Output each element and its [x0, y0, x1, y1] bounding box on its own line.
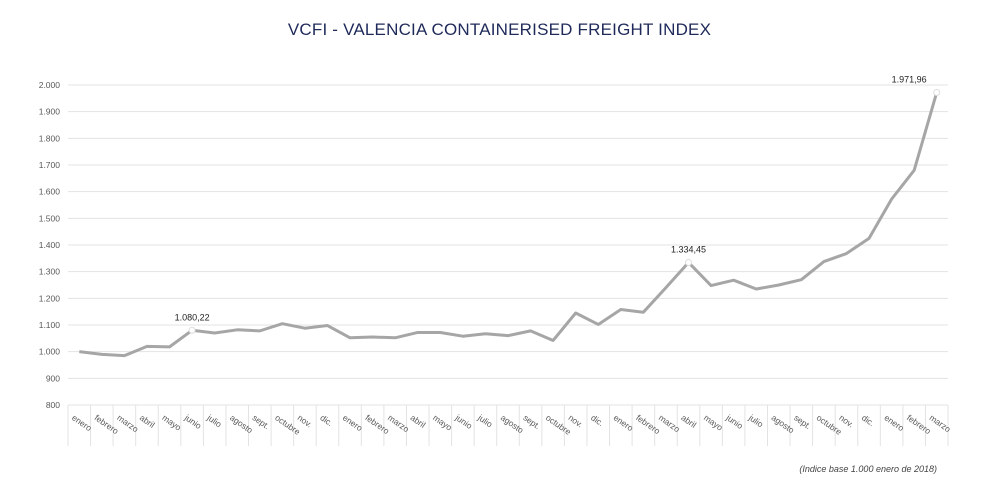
- y-tick-label: 1.400: [39, 240, 61, 250]
- x-tick-label: abril: [679, 412, 698, 429]
- x-tick-label: mayo: [431, 412, 454, 432]
- y-tick-label: 1.300: [39, 267, 61, 277]
- y-tick-label: 1.700: [39, 160, 61, 170]
- data-label: 1.080,22: [175, 312, 210, 322]
- footnote: (Indice base 1.000 enero de 2018): [799, 464, 937, 474]
- x-tick-label: junio: [182, 412, 203, 431]
- x-tick-label: dic.: [589, 412, 606, 428]
- x-tick-label: febrero: [905, 412, 933, 436]
- chart-title: VCFI - VALENCIA CONTAINERISED FREIGHT IN…: [287, 20, 712, 39]
- y-tick-label: 1.600: [39, 187, 61, 197]
- x-tick-label: abril: [409, 412, 428, 429]
- x-tick-label: mayo: [160, 412, 183, 432]
- x-tick-label: julio: [205, 412, 224, 430]
- x-tick-label: junio: [453, 412, 474, 431]
- data-label: 1.334,45: [671, 244, 706, 254]
- x-tick-label: agosto: [499, 412, 526, 435]
- x-tick-label: mayo: [702, 412, 725, 432]
- x-tick-label: marzo: [657, 412, 682, 434]
- x-tick-label: febrero: [363, 412, 391, 436]
- x-tick-label: agosto: [770, 412, 797, 435]
- y-tick-label: 800: [46, 400, 60, 410]
- x-tick-label: marzo: [928, 412, 953, 434]
- x-tick-label: abril: [138, 412, 157, 429]
- highlight-marker: [188, 326, 196, 334]
- data-label: 1.971,96: [892, 74, 927, 84]
- x-tick-label: marzo: [115, 412, 140, 434]
- y-tick-label: 1.900: [39, 107, 61, 117]
- x-tick-label: febrero: [93, 412, 121, 436]
- y-tick-label: 900: [46, 373, 60, 383]
- highlight-marker: [933, 88, 941, 96]
- y-tick-label: 1.100: [39, 320, 61, 330]
- y-tick-label: 1.200: [39, 293, 61, 303]
- y-tick-label: 1.500: [39, 213, 61, 223]
- x-tick-label: junio: [724, 412, 745, 431]
- highlight-marker: [685, 258, 693, 266]
- x-tick-label: julio: [475, 412, 494, 430]
- y-tick-label: 1.800: [39, 133, 61, 143]
- y-tick-label: 1.000: [39, 347, 61, 357]
- y-tick-label: 2.000: [39, 80, 61, 90]
- x-tick-label: marzo: [386, 412, 411, 434]
- x-tick-label: agosto: [228, 412, 255, 435]
- x-tick-label: dic.: [860, 412, 877, 428]
- x-tick-label: febrero: [634, 412, 662, 436]
- x-tick-label: dic.: [318, 412, 335, 428]
- x-tick-label: julio: [746, 412, 765, 430]
